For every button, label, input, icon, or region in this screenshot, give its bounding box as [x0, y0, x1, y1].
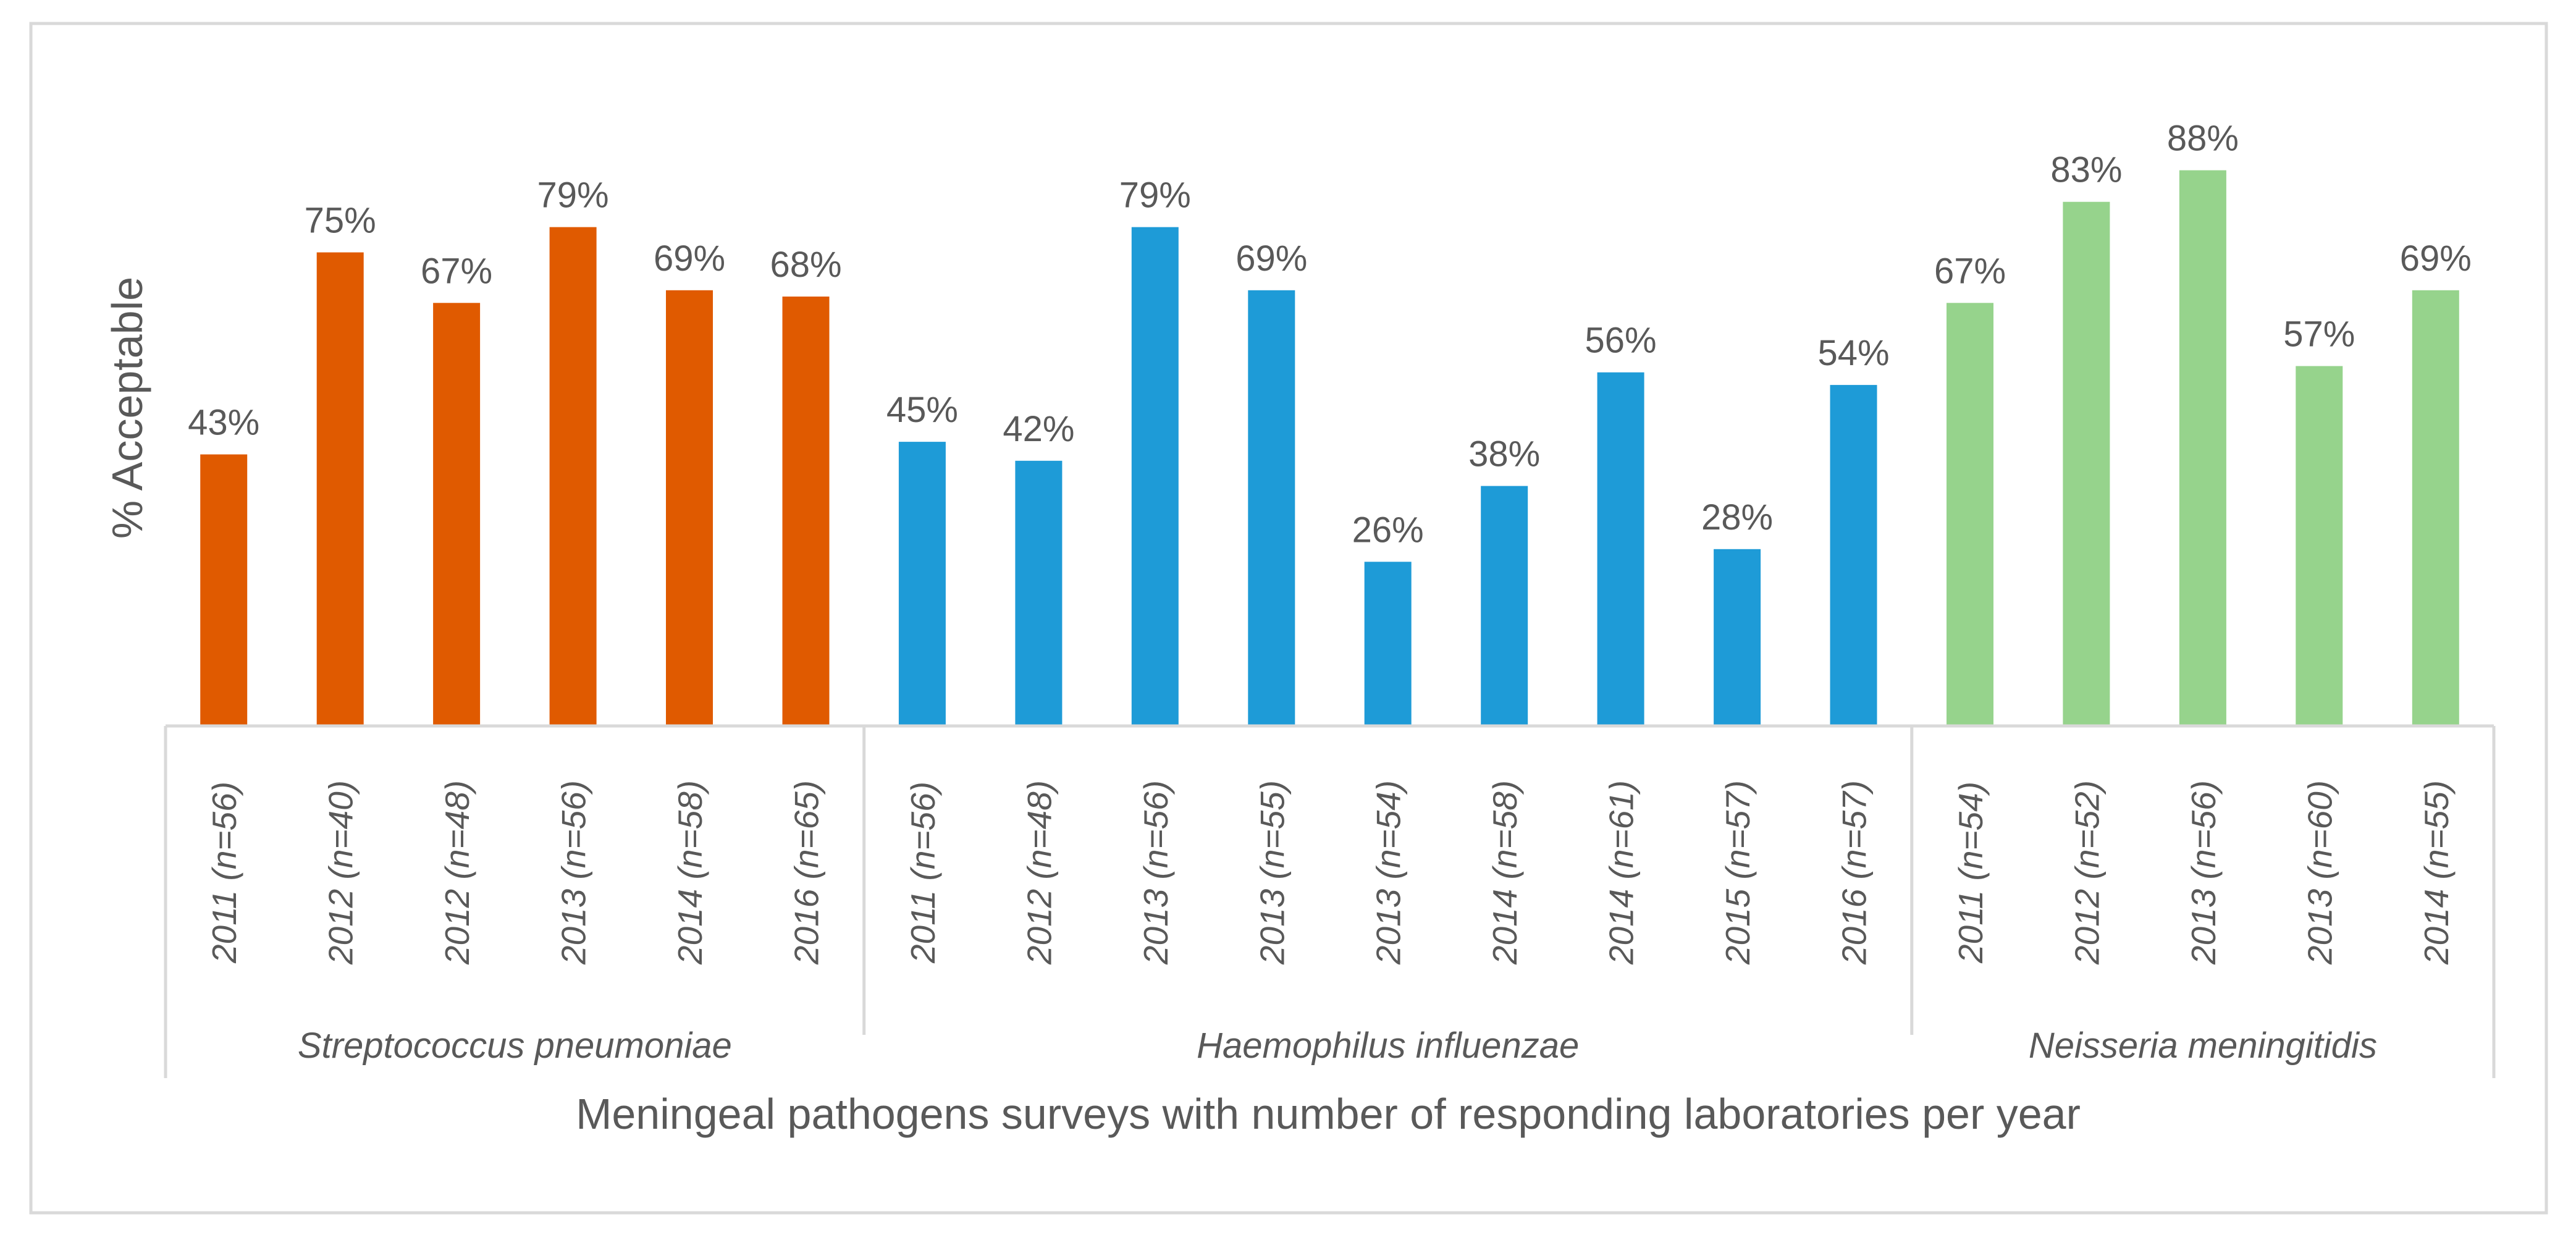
data-label: 83% — [2050, 150, 2122, 190]
bar — [1481, 486, 1528, 726]
data-label: 69% — [1235, 238, 1307, 279]
bars-layer — [200, 170, 2459, 727]
x-axis — [164, 724, 2496, 1078]
tick-label: 2013 (n=60) — [2300, 780, 2339, 965]
data-label: 79% — [537, 175, 609, 216]
tick-label: 2011 (n=56) — [205, 782, 243, 964]
tick-label: 2012 (n=48) — [438, 780, 476, 965]
data-label: 54% — [1817, 333, 1889, 373]
bar — [1131, 227, 1179, 727]
data-label: 69% — [2400, 238, 2472, 279]
bar — [1947, 303, 1993, 726]
x-axis-title: Meningeal pathogens surveys with number … — [576, 1090, 2081, 1138]
bar — [2179, 170, 2226, 727]
group-label: Haemophilus influenzae — [1197, 1026, 1579, 1066]
data-label: 28% — [1701, 497, 1773, 538]
tick-label: 2014 (n=55) — [2417, 780, 2456, 965]
tick-label: 2014 (n=58) — [1486, 780, 1524, 965]
tick-label: 2013 (n=56) — [1137, 780, 1175, 965]
data-label: 67% — [421, 251, 492, 291]
tick-label: 2016 (n=57) — [1835, 780, 1874, 965]
bar — [782, 297, 830, 726]
data-label: 26% — [1352, 510, 1424, 550]
tick-label: 2011 (n=56) — [904, 782, 942, 964]
data-label: 68% — [770, 245, 841, 285]
bar — [666, 290, 713, 726]
data-label: 42% — [1003, 409, 1074, 449]
tick-label: 2013 (n=56) — [555, 780, 593, 965]
tick-label: 2013 (n=56) — [2184, 780, 2223, 965]
bar — [1830, 385, 1877, 726]
data-label: 45% — [886, 390, 958, 430]
bar — [2296, 366, 2343, 726]
data-label: 57% — [2283, 314, 2355, 355]
bar — [2412, 290, 2459, 726]
data-label: 43% — [188, 403, 259, 443]
bar — [549, 227, 597, 727]
data-label: 56% — [1585, 321, 1657, 361]
bar — [433, 303, 481, 726]
bar — [898, 442, 946, 726]
data-label: 38% — [1468, 434, 1540, 474]
bar — [1248, 290, 1295, 726]
data-label: 88% — [2167, 119, 2239, 159]
tick-label: 2014 (n=61) — [1602, 780, 1641, 965]
tick-label: 2013 (n=54) — [1370, 780, 1408, 965]
bar — [1597, 372, 1644, 726]
data-label: 79% — [1119, 175, 1191, 216]
tick-label: 2012 (n=40) — [322, 780, 360, 965]
bar — [1015, 460, 1063, 726]
tick-label: 2012 (n=52) — [2068, 780, 2106, 965]
group-label: Streptococcus pneumoniae — [298, 1026, 732, 1066]
y-axis-title: % Acceptable — [103, 277, 151, 539]
tick-label: 2015 (n=57) — [1719, 780, 1757, 965]
labels-layer: 43% 2011 (n=56) 75% 2012 (n=40) 67% 2012 (n=4… — [188, 119, 2472, 1066]
bar — [2063, 201, 2110, 726]
bar — [1714, 549, 1761, 726]
data-label: 69% — [654, 238, 725, 279]
bar — [1364, 562, 1412, 726]
tick-label: 2012 (n=48) — [1020, 780, 1058, 965]
tick-label: 2014 (n=58) — [671, 780, 709, 965]
tick-label: 2011 (n=54) — [1951, 782, 1990, 964]
data-label: 75% — [305, 201, 376, 241]
bar — [200, 454, 248, 726]
tick-label: 2013 (n=55) — [1253, 780, 1291, 965]
tick-label: 2016 (n=65) — [788, 780, 826, 965]
group-label: Neisseria meningitidis — [2029, 1026, 2377, 1066]
data-label: 67% — [1934, 251, 2006, 291]
bar — [316, 252, 364, 726]
